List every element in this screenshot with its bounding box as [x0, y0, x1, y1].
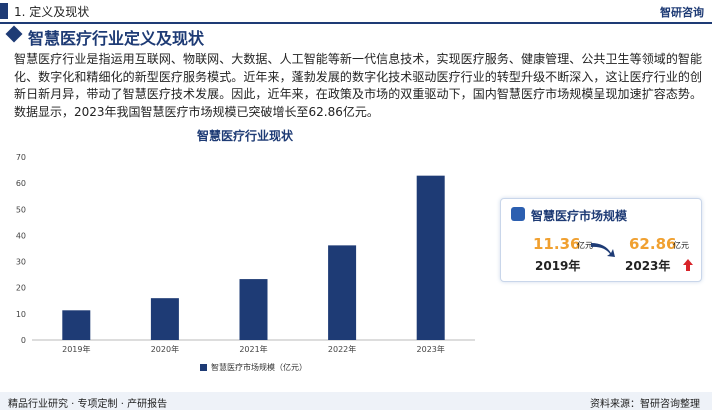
- y-tick-label: 60: [16, 179, 26, 188]
- card-left-value: 11.36: [533, 235, 581, 253]
- up-arrow: [683, 259, 693, 271]
- y-tick-label: 0: [21, 336, 26, 345]
- card-right-unit: 亿元: [673, 241, 689, 250]
- x-tick-label: 2023年: [417, 344, 445, 354]
- footer-left: 精品行业研究 · 专项定制 · 产研报告: [8, 399, 168, 410]
- card-title: 智慧医疗市场规模: [531, 209, 628, 223]
- card-icon: [511, 207, 525, 221]
- chart: 智慧医疗行业现状 0 10 20 30 40 50 60 70 2019年 2020年 2021年 2…: [16, 128, 475, 372]
- x-tick-label: 2020年: [151, 344, 179, 354]
- arrow: [591, 243, 615, 257]
- bar: [150, 298, 179, 340]
- y-tick-label: 40: [16, 231, 26, 240]
- card-left-unit: 亿元: [577, 241, 593, 250]
- y-tick-label: 50: [16, 205, 26, 214]
- y-tick-label: 20: [16, 284, 26, 293]
- footer-right: 资料来源：智研咨询整理: [590, 399, 700, 410]
- x-tick-label: 2021年: [239, 344, 267, 354]
- header: 1. 定义及现状 智研咨询: [0, 0, 712, 24]
- header-section: 1. 定义及现状: [14, 5, 90, 19]
- bar: [416, 175, 445, 340]
- bar: [239, 279, 268, 340]
- brand: 智研咨询: [660, 6, 704, 19]
- legend-label: 智慧医疗市场规模（亿元）: [211, 362, 307, 372]
- x-tick-label: 2019年: [62, 344, 90, 354]
- bar: [62, 310, 91, 340]
- header-mark: [0, 3, 8, 19]
- chart-title: 智慧医疗行业现状: [196, 128, 294, 143]
- bar: [328, 245, 357, 340]
- card-right-value: 62.86: [629, 235, 677, 253]
- x-tick-label: 2022年: [328, 344, 356, 354]
- footer: 精品行业研究 · 专项定制 · 产研报告 资料来源：智研咨询整理: [0, 392, 712, 410]
- card: 智慧医疗市场规模 11.36 亿元 2019年 62.86 亿元 2023年: [500, 198, 702, 282]
- card-left-year: 2019年: [535, 259, 581, 273]
- y-tick-label: 10: [16, 310, 26, 319]
- paragraph: 智慧医疗行业是指运用互联网、物联网、大数据、人工智能等新一代信息技术，实现医疗服…: [14, 52, 702, 119]
- card-right-year: 2023年: [625, 259, 671, 273]
- section-title: 智慧医疗行业定义及现状: [28, 29, 205, 48]
- y-tick-label: 70: [16, 153, 26, 162]
- y-tick-label: 30: [16, 258, 26, 267]
- legend-swatch: [200, 364, 207, 371]
